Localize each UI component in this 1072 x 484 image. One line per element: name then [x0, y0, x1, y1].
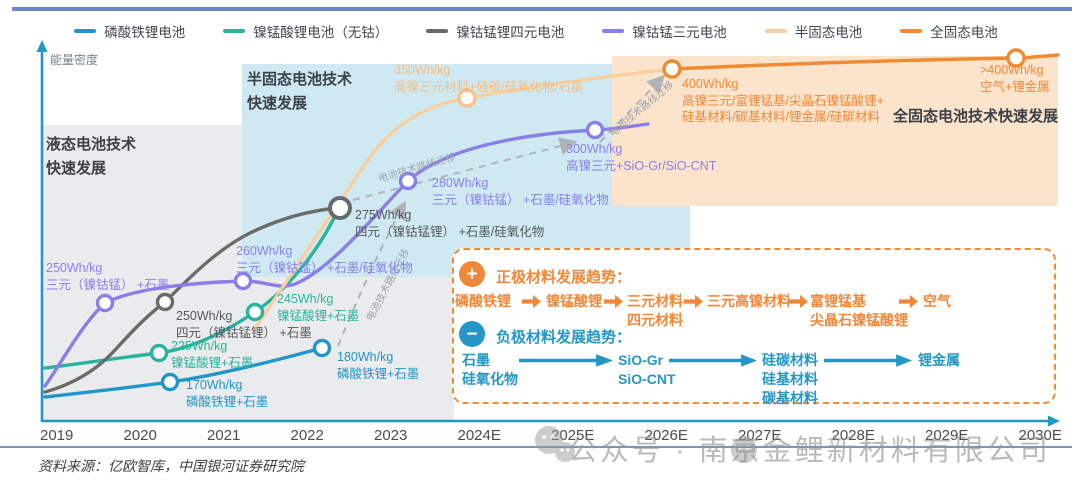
cathode-step-3: 三元材料 四元材料: [627, 293, 683, 328]
region-title-solid-state: 全固态电池技术快速发展: [893, 108, 1059, 125]
legend-label: 磷酸铁锂电池: [104, 25, 186, 40]
x-tick: 2020: [123, 427, 157, 444]
chart-legend: 磷酸铁锂电池 镍锰酸锂电池（无钴） 镍钴锰锂四元电池 镍钴锰三元电池 半固态电池…: [0, 21, 1072, 41]
x-tick: 2026E: [644, 427, 688, 444]
x-tick: 2022: [290, 427, 324, 444]
migration-arrows: [337, 74, 666, 347]
marker-250-ternary: [95, 293, 115, 313]
legend-item-ncm: 镍钴锰三元电池: [602, 21, 727, 41]
cathode-step-5: 富锂锰基 尖晶石镍锰酸锂: [810, 293, 908, 328]
anode-step-1: 石墨 硅氧化物: [462, 352, 518, 387]
point-label-280: 280Wh/kg 三元（镍钴锰） +石墨/硅氧化物: [432, 176, 609, 207]
marker-225: [149, 343, 169, 363]
x-tick: 2030E: [1018, 427, 1062, 444]
region-title-liquid: 液态电池技术 快速发展: [46, 136, 137, 177]
legend-item-solid: 全固态电池: [900, 21, 998, 41]
marker-180: [312, 338, 332, 358]
legend-label: 镍钴锰三元电池: [632, 25, 727, 40]
point-label-180: 180Wh/kg 磷酸铁锂+石墨: [337, 350, 420, 381]
region-solid-state-battery: [612, 56, 1058, 206]
marker-400plus: [1006, 48, 1026, 68]
data-point-markers: [95, 48, 1026, 392]
marker-400: [662, 59, 682, 79]
legend-item-semisolid: 半固态电池: [764, 21, 863, 41]
legend-swatch-lnmo: [223, 29, 246, 33]
migration-arrow-2: [352, 137, 578, 201]
legend-item-lfp: 磷酸铁锂电池: [74, 21, 185, 41]
x-tick: 2027E: [738, 427, 782, 444]
region-title-semi-solid: 半固态电池技术 快速发展: [247, 71, 353, 112]
x-tick: 2024E: [457, 427, 501, 444]
anode-trend-title: 负极材料发展趋势：: [496, 329, 632, 346]
anode-step-4: 锂金属: [918, 352, 960, 368]
migration-arrow-3: [599, 74, 666, 143]
y-axis-label: 能量密度: [50, 53, 99, 67]
anode-step-3: 硅碳材料 硅基材料 碳基材料: [762, 352, 818, 406]
cathode-step-4: 三元高镍材料: [707, 293, 791, 309]
legend-label: 镍钴锰锂四元电池: [456, 25, 565, 40]
point-label-225: 225Wh/kg 镍锰酸锂+石墨: [171, 339, 254, 370]
marker-300: [585, 120, 605, 140]
x-tick: 2023: [374, 427, 408, 444]
legend-label: 半固态电池: [794, 25, 863, 40]
x-tick: 2025E: [551, 427, 595, 444]
point-label-250-quaternary: 250Wh/kg 四元（镍钴锰锂） +石墨: [176, 309, 312, 340]
x-tick: 2028E: [831, 427, 875, 444]
point-label-400plus: >400Wh/kg 空气+锂金属: [980, 63, 1050, 94]
point-label-400: 400Wh/kg 高镍三元/富锂锰基/尖晶石镍锰酸锂+ 硅基材料/碳基材料/锂金…: [682, 77, 884, 124]
point-label-245: 245Wh/kg 镍锰酸锂+石墨: [277, 292, 360, 323]
legend-swatch-quaternary: [426, 29, 449, 33]
x-tick: 2019: [40, 427, 74, 444]
marker-170: [160, 372, 180, 392]
point-label-260: 260Wh/kg 三元（镍钴锰） +石墨/硅氧化物: [236, 244, 413, 275]
legend-item-lnmo: 镍锰酸锂电池（无钴）: [223, 21, 388, 41]
marker-275: [328, 196, 352, 220]
marker-260: [233, 271, 253, 291]
point-label-275: 275Wh/kg 四元（镍钴锰锂） +石墨/硅氧化物: [355, 208, 545, 239]
legend-swatch-solid: [900, 29, 923, 33]
legend-swatch-lfp: [74, 29, 97, 33]
legend-item-quaternary: 镍钴锰锂四元电池: [426, 21, 564, 41]
point-label-300: 300Wh/kg 高镍三元+SiO-Gr/SiO-CNT: [566, 142, 717, 173]
axes: [36, 40, 1060, 427]
point-label-350: 350Wh/kg 高镍三元材料+硅碳/硅氧化物/石墨: [394, 63, 584, 94]
legend-label: 镍锰酸锂电池（无钴）: [253, 25, 389, 40]
point-label-170: 170Wh/kg 磷酸铁锂+石墨: [186, 378, 269, 409]
marker-280: [398, 171, 418, 191]
cathode-step-6: 空气: [923, 293, 951, 309]
x-tick: 2021: [207, 427, 241, 444]
plus-icon: +: [459, 261, 485, 287]
legend-swatch-semisolid: [764, 29, 787, 33]
x-tick: 2029E: [925, 427, 969, 444]
marker-245: [245, 302, 265, 322]
anode-step-2: SiO-Gr SiO-CNT: [618, 352, 676, 387]
top-divider-bar: [12, 7, 1072, 11]
line-semi-solid: [252, 67, 674, 332]
marker-250-quaternary: [155, 292, 175, 312]
migration-arrow-1: [337, 200, 406, 347]
legend-label: 全固态电池: [930, 25, 998, 40]
cathode-step-2: 镍锰酸锂: [546, 293, 602, 309]
minus-icon: −: [459, 321, 485, 347]
legend-swatch-ncm: [602, 29, 625, 33]
footer-divider: [0, 446, 1072, 448]
point-label-250-ternary: 250Wh/kg 三元（镍钴锰） +石墨: [46, 261, 170, 292]
marker-350: [457, 88, 477, 108]
data-source-note: 资料来源：亿欧智库，中国银河证券研究院: [38, 460, 304, 475]
x-axis-ticks: 2019 2020 2021 2022 2023 2024E 2025E 202…: [40, 427, 1062, 444]
material-trend-box: [452, 248, 1056, 404]
cathode-step-1: 磷酸铁锂: [455, 293, 511, 309]
line-solid-state: [670, 53, 1060, 71]
cathode-trend-title: 正极材料发展趋势：: [496, 269, 632, 286]
